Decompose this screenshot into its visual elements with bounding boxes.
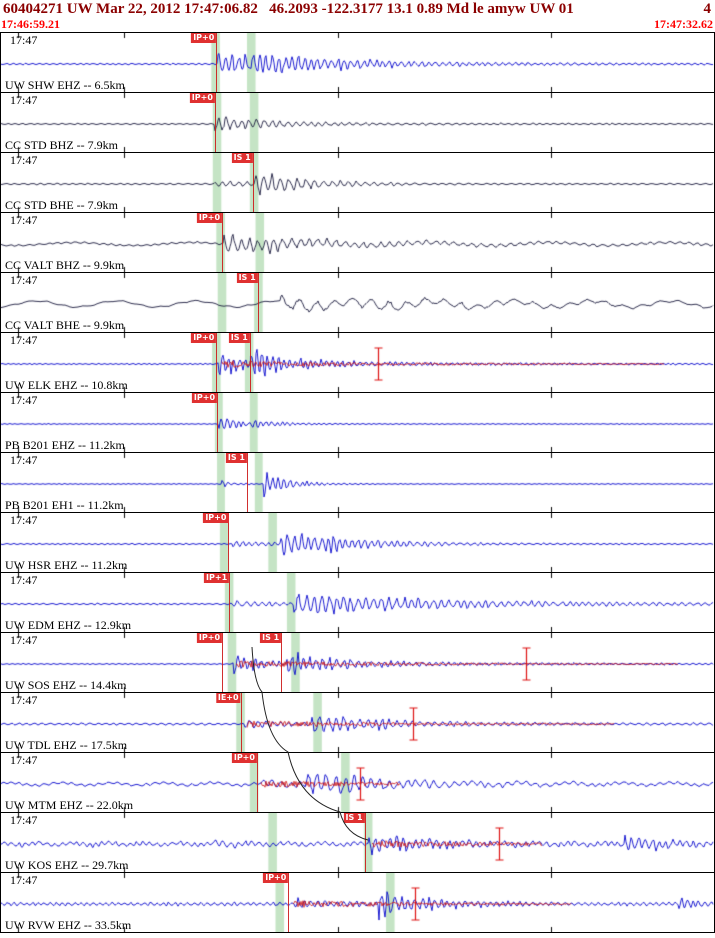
trace-panel[interactable]: 17:47 UW KOS EHZ -- 29.7km IS 1 bbox=[0, 812, 715, 873]
trace-panel[interactable]: 17:47 UW HSR EHZ -- 11.2km IP+0 bbox=[0, 512, 715, 573]
pick-flag[interactable]: IP+0 bbox=[203, 513, 229, 523]
station-label: UW TDL EHZ -- 17.5km bbox=[5, 738, 128, 752]
minute-label: 17:47 bbox=[10, 93, 38, 107]
station-label: PB B201 EH1 -- 11.2km bbox=[5, 498, 124, 512]
station-label: CC VALT BHE -- 9.9km bbox=[5, 318, 125, 332]
trace-panel[interactable]: 17:47 CC STD BHZ -- 7.9km IP+0 bbox=[0, 92, 715, 153]
pick-flag[interactable]: IP+0 bbox=[191, 333, 217, 343]
trace-panel[interactable]: 17:47 CC VALT BHE -- 9.9km IS 1 bbox=[0, 272, 715, 333]
pick-flag[interactable]: IP+0 bbox=[189, 93, 215, 103]
waveform-canvas[interactable] bbox=[1, 333, 714, 392]
trace-panel[interactable]: 17:47 UW RVW EHZ -- 33.5km IP+0 bbox=[0, 872, 715, 933]
minute-label: 17:47 bbox=[10, 633, 38, 647]
minute-label: 17:47 bbox=[10, 273, 38, 287]
minute-label: 17:47 bbox=[10, 573, 38, 587]
trace-panel[interactable]: 17:47 CC STD BHE -- 7.9km IS 1 bbox=[0, 152, 715, 213]
trace-panel[interactable]: 17:47 CC VALT BHZ -- 9.9km IP+0 bbox=[0, 212, 715, 273]
waveform-canvas[interactable] bbox=[1, 213, 714, 272]
station-label: UW KOS EHZ -- 29.7km bbox=[5, 858, 129, 872]
trace-panel[interactable]: 17:47 UW MTM EHZ -- 22.0km IP+0 bbox=[0, 752, 715, 813]
pick-flag[interactable]: IS 1 bbox=[236, 273, 258, 283]
waveform-canvas[interactable] bbox=[1, 573, 714, 632]
waveform-canvas[interactable] bbox=[1, 93, 714, 152]
minute-label: 17:47 bbox=[10, 33, 38, 47]
minute-label: 17:47 bbox=[10, 873, 38, 887]
minute-label: 17:47 bbox=[10, 453, 38, 467]
pick-flag[interactable]: IS 1 bbox=[260, 633, 282, 643]
pick-flag[interactable]: IE+0 bbox=[215, 693, 241, 703]
pick-flag[interactable]: IP+0 bbox=[191, 33, 217, 43]
station-label: CC VALT BHZ -- 9.9km bbox=[5, 258, 125, 272]
pick-flag[interactable]: IS 1 bbox=[343, 813, 365, 823]
station-label: UW HSR EHZ -- 11.2km bbox=[5, 558, 128, 572]
trace-panel[interactable]: 17:47 UW TDL EHZ -- 17.5km IE+0 bbox=[0, 692, 715, 753]
waveform-canvas[interactable] bbox=[1, 273, 714, 332]
pick-flag[interactable]: IS 1 bbox=[228, 333, 250, 343]
trace-panel[interactable]: 17:47 UW ELK EHZ -- 10.8km IP+0 IS 1 bbox=[0, 332, 715, 393]
trace-panel[interactable]: 17:47 UW SHW EHZ -- 6.5km IP+0 bbox=[0, 32, 715, 93]
waveform-canvas[interactable] bbox=[1, 873, 714, 932]
station-label: UW SHW EHZ -- 6.5km bbox=[5, 78, 125, 92]
waveform-canvas[interactable] bbox=[1, 393, 714, 452]
trace-panel[interactable]: 17:47 UW EDM EHZ -- 12.9km IP+1 bbox=[0, 572, 715, 633]
station-label: UW EDM EHZ -- 12.9km bbox=[5, 618, 132, 632]
pick-flag[interactable]: IP+0 bbox=[191, 393, 218, 403]
minute-label: 17:47 bbox=[10, 213, 38, 227]
event-header: 60404271 UW Mar 22, 2012 17:47:06.82 46.… bbox=[0, 0, 715, 18]
waveform-canvas[interactable] bbox=[1, 513, 714, 572]
trace-panel[interactable]: 17:47 PB B201 EH1 -- 11.2km IS 1 bbox=[0, 452, 715, 513]
minute-label: 17:47 bbox=[10, 393, 38, 407]
pick-flag[interactable]: IP+0 bbox=[263, 873, 289, 883]
window-start-time: 17:46:59.21 bbox=[1, 17, 60, 31]
time-window-header: 17:46:59.21 17:47:32.62 bbox=[0, 18, 715, 32]
minute-label: 17:47 bbox=[10, 153, 38, 167]
minute-label: 17:47 bbox=[10, 693, 38, 707]
pick-flag[interactable]: IS 1 bbox=[225, 453, 247, 463]
station-label: UW MTM EHZ -- 22.0km bbox=[5, 798, 134, 812]
pick-flag[interactable]: IP+0 bbox=[196, 633, 223, 643]
station-label: UW ELK EHZ -- 10.8km bbox=[5, 378, 128, 392]
minute-label: 17:47 bbox=[10, 753, 38, 767]
minute-label: 17:47 bbox=[10, 333, 38, 347]
pick-flag[interactable]: IP+0 bbox=[196, 213, 223, 223]
pick-flag[interactable]: IS 1 bbox=[231, 153, 253, 163]
station-label: PB B201 EHZ -- 11.2km bbox=[5, 438, 125, 452]
waveform-canvas[interactable] bbox=[1, 153, 714, 212]
pick-flag[interactable]: IP+1 bbox=[204, 573, 230, 583]
waveform-canvas[interactable] bbox=[1, 33, 714, 92]
minute-label: 17:47 bbox=[10, 513, 38, 527]
event-count: 4 bbox=[703, 1, 712, 17]
trace-panels: 17:47 UW SHW EHZ -- 6.5km IP+0 17:47 CC … bbox=[0, 32, 715, 933]
event-summary: 60404271 UW Mar 22, 2012 17:47:06.82 46.… bbox=[3, 1, 574, 17]
window-end-time: 17:47:32.62 bbox=[654, 17, 713, 31]
station-label: CC STD BHZ -- 7.9km bbox=[5, 138, 119, 152]
waveform-canvas[interactable] bbox=[1, 453, 714, 512]
trace-panel[interactable]: 17:47 PB B201 EHZ -- 11.2km IP+0 bbox=[0, 392, 715, 453]
station-label: UW SOS EHZ -- 14.4km bbox=[5, 678, 127, 692]
minute-label: 17:47 bbox=[10, 813, 38, 827]
pick-flag[interactable]: IP+0 bbox=[231, 753, 257, 763]
station-label: CC STD BHE -- 7.9km bbox=[5, 198, 119, 212]
station-label: UW RVW EHZ -- 33.5km bbox=[5, 918, 132, 932]
trace-panel[interactable]: 17:47 UW SOS EHZ -- 14.4km IP+0 IS 1 bbox=[0, 632, 715, 693]
